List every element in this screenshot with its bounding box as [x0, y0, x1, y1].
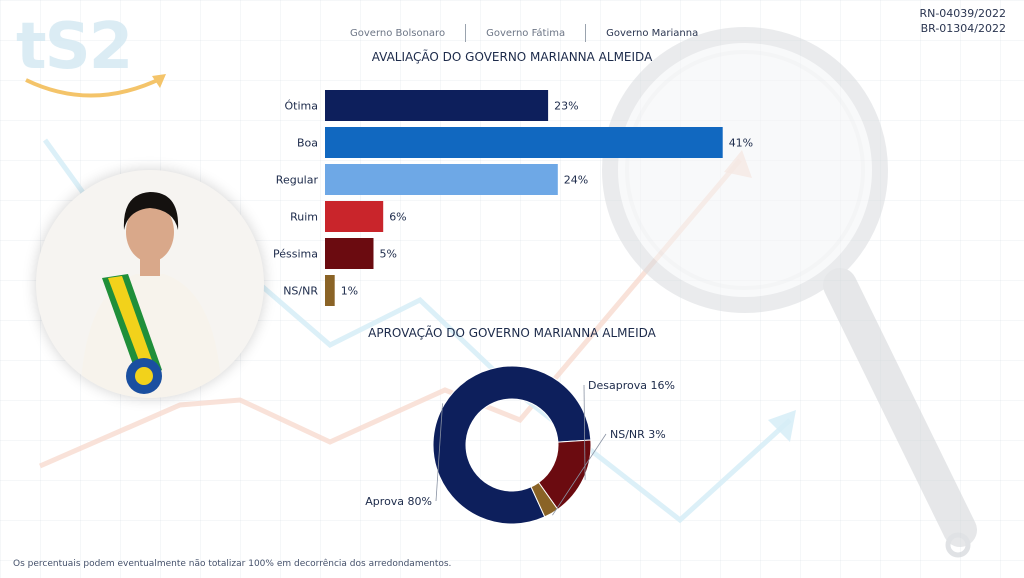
- donut-slice-aprova: [432, 365, 592, 525]
- bar-value-label: 41%: [729, 137, 753, 150]
- governor-photo: [36, 170, 264, 398]
- bar-category-label: NS/NR: [283, 285, 318, 298]
- registration-codes: RN-04039/2022 BR-01304/2022: [919, 6, 1006, 36]
- bar-value-label: 23%: [554, 100, 578, 113]
- approval-chart-title: APROVAÇÃO DO GOVERNO MARIANNA ALMEIDA: [368, 326, 656, 340]
- bar-pessima: [325, 238, 374, 269]
- bar-value-label: 5%: [380, 248, 397, 261]
- bar-category-label: Boa: [297, 137, 318, 150]
- tab-governo-marianna[interactable]: Governo Marianna: [606, 27, 699, 39]
- donut-slice-nsnr: [530, 481, 559, 518]
- bar-value-label: 6%: [389, 211, 406, 224]
- donut-leader-line: [583, 384, 586, 480]
- tab-divider: [465, 24, 467, 42]
- trend-arrowhead-blue: [768, 410, 796, 442]
- hair: [123, 192, 179, 230]
- bar-value-label: 24%: [564, 174, 588, 187]
- tab-governo-fatima[interactable]: Governo Fátima: [486, 27, 566, 39]
- bar-category-label: Regular: [276, 174, 319, 187]
- bar-category-label: Péssima: [273, 248, 318, 261]
- logo-swoosh-icon: [25, 74, 166, 98]
- magnifying-glass-icon: [602, 27, 977, 558]
- donut-label-nsnr: NS/NR 3%: [610, 428, 666, 441]
- bar-category-label: Ótima: [285, 100, 318, 113]
- bar-value-label: 1%: [341, 285, 358, 298]
- registration-code-br: BR-01304/2022: [920, 22, 1006, 35]
- bar-regular: [325, 164, 558, 195]
- logo-text: tS2: [16, 10, 133, 84]
- neck: [140, 258, 160, 276]
- donut-label-desaprova: Desaprova 16%: [588, 379, 675, 392]
- sash-yellow: [108, 276, 154, 374]
- donut-label-aprova: Aprova 80%: [365, 495, 432, 508]
- donut-leader-line: [435, 403, 443, 502]
- bar-ruim: [325, 201, 384, 232]
- tab-divider: [585, 24, 587, 42]
- footnote: Os percentuais podem eventualmente não t…: [13, 559, 452, 569]
- government-tabs: Governo Bolsonaro Governo Fátima Governo…: [330, 24, 718, 42]
- bar-category-label: Ruim: [290, 211, 318, 224]
- bar-nsnr: [325, 275, 335, 306]
- donut-leader-line: [552, 433, 607, 516]
- bar-otima: [325, 90, 549, 121]
- evaluation-bar-chart: Ótima 23% Boa 41% Regular 24% Ruim 6% Péssima 5% N…: [273, 90, 753, 306]
- evaluation-chart-title: AVALIAÇÃO DO GOVERNO MARIANNA ALMEIDA: [371, 50, 653, 64]
- trend-line-orange: [39, 158, 742, 469]
- tab-governo-bolsonaro[interactable]: Governo Bolsonaro: [350, 27, 446, 39]
- face: [126, 202, 174, 262]
- bar-boa: [325, 127, 723, 158]
- registration-code-rn: RN-04039/2022: [919, 7, 1006, 20]
